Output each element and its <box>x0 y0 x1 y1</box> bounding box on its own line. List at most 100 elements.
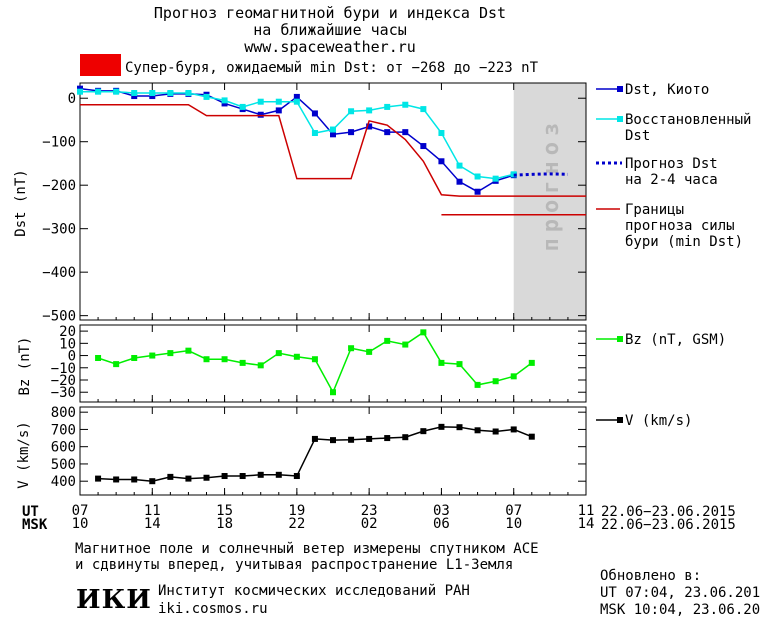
data-point <box>113 361 120 368</box>
data-point <box>149 352 156 359</box>
y-tick-label: 500 <box>51 457 76 473</box>
data-point <box>167 90 174 97</box>
data-point <box>420 143 427 150</box>
data-point <box>330 126 336 133</box>
data-point <box>438 359 445 366</box>
msk-tick-label: 18 <box>216 516 233 532</box>
msk-label: MSK <box>22 517 48 533</box>
ut-tick-label: 15 <box>216 503 233 519</box>
data-point <box>239 359 246 366</box>
legend-bz: Bz (nT, GSM) <box>625 332 727 348</box>
ut-tick-label: 11 <box>578 503 595 519</box>
data-point <box>221 97 228 104</box>
data-point <box>474 381 481 388</box>
data-point <box>293 353 300 360</box>
data-point <box>492 378 499 385</box>
data-point <box>402 101 409 108</box>
data-point <box>330 389 336 396</box>
data-point <box>113 88 120 95</box>
legend-forecast-1: Прогноз Dst <box>625 156 718 172</box>
data-point <box>366 348 373 355</box>
y-tick-label: 10 <box>59 336 76 352</box>
legend-dst-kyoto: Dst, Киото <box>625 82 710 98</box>
data-point <box>257 111 264 118</box>
data-point <box>131 355 138 361</box>
data-point <box>203 474 210 481</box>
institute-site[interactable]: iki.cosmos.ru <box>158 601 268 617</box>
data-point <box>275 471 282 478</box>
data-point <box>185 475 192 482</box>
y-tick-label: −300 <box>42 222 76 238</box>
panel-frame <box>79 406 587 496</box>
panel-frame <box>79 82 587 321</box>
data-point <box>257 98 264 105</box>
storm-level-swatch <box>80 54 121 76</box>
data-point <box>384 103 391 110</box>
y-tick-label: 700 <box>51 422 76 438</box>
y-tick-label: 400 <box>51 474 76 490</box>
y-tick-label: −400 <box>42 265 76 281</box>
y-tick-label: −10 <box>51 361 76 377</box>
ut-tick-label: 19 <box>288 503 305 519</box>
legend-forecast-2: на 2-4 часа <box>625 172 718 188</box>
data-point <box>330 131 336 138</box>
site-url[interactable]: www.spaceweather.ru <box>244 38 416 56</box>
y-tick-label: 20 <box>59 324 76 340</box>
msk-tick-label: 06 <box>433 516 450 532</box>
date-range-ut: 22.06−23.06.2015 <box>601 504 736 520</box>
data-point <box>149 478 156 485</box>
data-point <box>510 426 517 433</box>
legend-marker <box>617 417 623 423</box>
data-point <box>366 123 373 130</box>
data-point <box>366 107 373 114</box>
data-point <box>492 428 499 435</box>
data-point <box>402 434 409 441</box>
series-line <box>97 331 533 394</box>
data-point <box>492 175 499 182</box>
dst-ylabel: Dst (nT) <box>13 169 29 237</box>
data-point <box>311 356 318 363</box>
data-point <box>95 355 102 361</box>
iki-logo: ИКИ <box>76 585 152 615</box>
storm-forecast-text: Супер-буря, ожидаемый min Dst: от −268 д… <box>125 60 539 76</box>
data-point <box>311 130 318 137</box>
data-point <box>402 129 409 136</box>
data-point <box>311 435 318 442</box>
data-point <box>384 129 391 136</box>
y-tick-label: 0 <box>68 91 76 107</box>
ut-tick-label: 03 <box>433 503 450 519</box>
msk-tick-label: 10 <box>505 516 522 532</box>
data-point <box>438 158 445 165</box>
ut-tick-label: 07 <box>505 503 522 519</box>
data-point <box>456 361 463 368</box>
data-point <box>384 435 391 442</box>
data-point <box>275 107 282 114</box>
updated-label: Обновлено в: <box>600 568 702 584</box>
date-range-msk: 22.06−23.06.2015 <box>601 517 736 533</box>
legend-restored-1: Восстановленный <box>625 112 752 128</box>
msk-tick-label: 02 <box>361 516 378 532</box>
data-point <box>149 93 156 100</box>
forecast-vertical-label: прогноз <box>539 117 564 252</box>
bz-ylabel: Bz (nT) <box>17 336 33 396</box>
data-point <box>293 473 300 480</box>
data-point <box>77 85 83 92</box>
legend-marker <box>617 86 623 92</box>
data-point <box>474 188 481 195</box>
data-point <box>185 347 192 354</box>
data-point <box>420 329 427 336</box>
y-tick-label: −100 <box>42 135 76 151</box>
data-point <box>420 428 427 435</box>
legend-v: V (km/s) <box>625 413 693 429</box>
y-tick-label: 800 <box>51 405 76 421</box>
legend-marker <box>617 336 623 342</box>
ut-tick-label: 07 <box>72 503 89 519</box>
series-line <box>98 426 533 482</box>
data-point <box>348 345 355 352</box>
msk-tick-label: 10 <box>72 516 89 532</box>
footer-note-2: и сдвинуты вперед, учитывая распростране… <box>75 557 514 573</box>
data-point <box>239 103 246 110</box>
data-point <box>293 98 300 105</box>
